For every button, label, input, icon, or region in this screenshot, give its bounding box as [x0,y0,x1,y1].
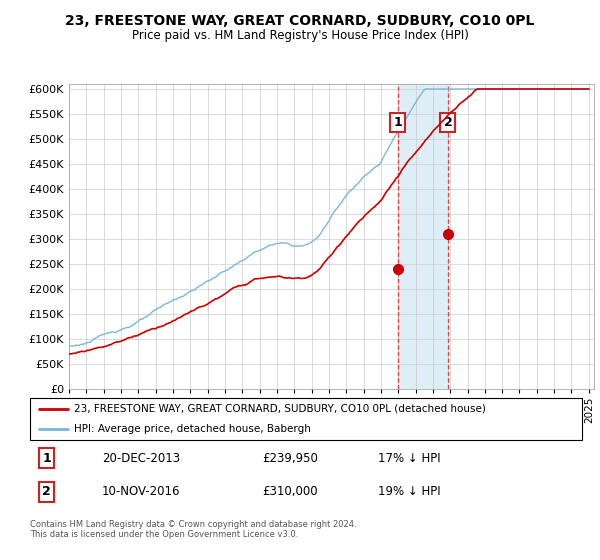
Text: £239,950: £239,950 [262,451,318,465]
Text: 23, FREESTONE WAY, GREAT CORNARD, SUDBURY, CO10 0PL: 23, FREESTONE WAY, GREAT CORNARD, SUDBUR… [65,14,535,28]
Text: Price paid vs. HM Land Registry's House Price Index (HPI): Price paid vs. HM Land Registry's House … [131,29,469,42]
Text: 19% ↓ HPI: 19% ↓ HPI [378,485,440,498]
Text: 2: 2 [42,485,51,498]
Text: 1: 1 [42,451,51,465]
Text: 2: 2 [443,116,452,129]
Text: 10-NOV-2016: 10-NOV-2016 [102,485,180,498]
Text: HPI: Average price, detached house, Babergh: HPI: Average price, detached house, Babe… [74,424,311,434]
Text: 1: 1 [394,116,402,129]
Text: £310,000: £310,000 [262,485,317,498]
Text: 20-DEC-2013: 20-DEC-2013 [102,451,180,465]
Bar [398,84,448,389]
Text: 17% ↓ HPI: 17% ↓ HPI [378,451,440,465]
FancyBboxPatch shape [30,398,582,440]
Text: Contains HM Land Registry data © Crown copyright and database right 2024.
This d: Contains HM Land Registry data © Crown c… [30,520,356,539]
Text: 23, FREESTONE WAY, GREAT CORNARD, SUDBURY, CO10 0PL (detached house): 23, FREESTONE WAY, GREAT CORNARD, SUDBUR… [74,404,486,414]
